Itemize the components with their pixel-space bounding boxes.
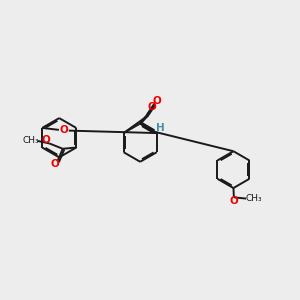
Text: O: O <box>153 96 161 106</box>
Text: O: O <box>50 160 59 170</box>
Text: CH₃: CH₃ <box>22 136 39 145</box>
Text: CH₃: CH₃ <box>245 194 262 203</box>
Text: O: O <box>230 196 238 206</box>
Text: O: O <box>148 102 156 112</box>
Text: O: O <box>41 135 50 145</box>
Text: O: O <box>60 125 69 135</box>
Text: H: H <box>156 123 164 133</box>
